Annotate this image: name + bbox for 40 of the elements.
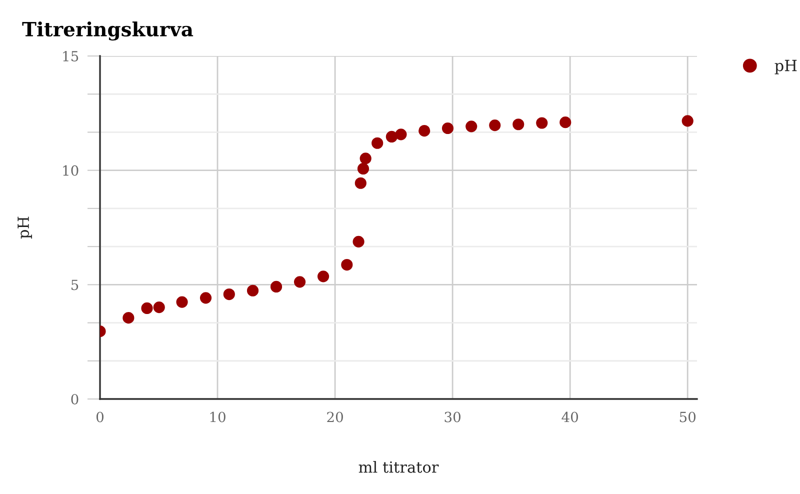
point <box>122 312 134 324</box>
point <box>354 177 366 189</box>
point <box>512 118 524 130</box>
point <box>352 236 364 248</box>
point <box>395 128 407 140</box>
point <box>360 152 372 164</box>
point <box>246 284 259 296</box>
x-tick-label: 50 <box>680 412 696 422</box>
point <box>682 115 694 127</box>
y-tick-label: 5 <box>72 280 78 290</box>
point <box>560 116 572 128</box>
y-tick-label: 10 <box>63 165 78 176</box>
point <box>223 288 235 300</box>
point <box>317 270 330 282</box>
point <box>489 119 501 132</box>
point <box>466 120 478 132</box>
x-tick-label: 30 <box>444 412 460 422</box>
point <box>357 162 370 175</box>
x-tick-label: 0 <box>96 412 104 422</box>
point <box>372 137 384 149</box>
y-axis-title: pH <box>18 216 32 239</box>
x-tick-label: 40 <box>562 412 578 422</box>
point <box>294 276 306 288</box>
point <box>536 117 548 129</box>
x-tick-label: 20 <box>327 412 343 422</box>
y-tick-label: 0 <box>71 394 78 404</box>
y-tick-label: 15 <box>63 50 78 62</box>
point <box>200 292 212 304</box>
point <box>176 296 188 308</box>
legend-label: pH <box>774 60 797 74</box>
point <box>341 258 353 271</box>
point <box>153 302 165 314</box>
point <box>418 124 430 137</box>
x-axis-title: ml titrator <box>358 461 439 473</box>
point <box>442 122 454 134</box>
x-tick-label: 10 <box>210 412 226 422</box>
point <box>386 130 398 143</box>
chart-title: Titreringskurva <box>22 21 194 41</box>
point <box>270 280 282 293</box>
point <box>141 302 153 314</box>
